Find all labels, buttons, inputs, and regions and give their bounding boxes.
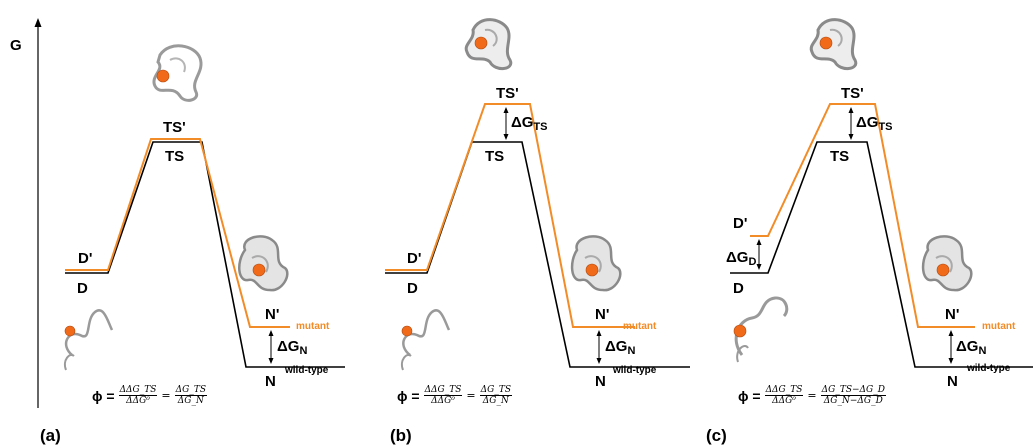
denatured-protein-icon — [64, 309, 114, 371]
label-wild-type: wild-type — [613, 365, 657, 376]
panel-b-curves — [385, 18, 690, 371]
label-d: D — [77, 280, 88, 297]
label-d: D — [407, 280, 418, 297]
ts-protein-icon — [809, 18, 858, 70]
label-n-prime: N' — [595, 306, 610, 323]
label-mutant: mutant — [296, 321, 330, 332]
phi-formula: ϕ = ΔΔG_TS ΔΔG⁰ = ΔG_TS−ΔG_D ΔG_N−ΔG_D — [738, 385, 886, 407]
label-mutant: mutant — [623, 321, 657, 332]
label-n: N — [265, 373, 276, 390]
denatured-protein-icon — [733, 296, 789, 363]
label-n-prime: N' — [265, 306, 280, 323]
label-delta-g-n: ΔGN — [605, 338, 636, 357]
panel-c-curves — [730, 18, 1033, 368]
panel-label-c: (c) — [706, 426, 727, 445]
label-delta-g-ts: ΔGTS — [856, 114, 893, 133]
panel-label-a: (a) — [40, 426, 61, 445]
label-mutant: mutant — [982, 321, 1016, 332]
label-d: D — [733, 280, 744, 297]
label-ts-prime: TS' — [163, 119, 186, 136]
label-ts-prime: TS' — [496, 85, 519, 102]
label-d-prime: D' — [78, 250, 93, 267]
ts-protein-icon — [152, 44, 203, 102]
native-protein-icon — [570, 235, 622, 292]
label-n: N — [595, 373, 606, 390]
panel-label-b: (b) — [390, 426, 412, 445]
ts-protein-icon — [464, 18, 513, 70]
label-n: N — [947, 373, 958, 390]
native-protein-icon — [921, 235, 973, 292]
label-wild-type: wild-type — [285, 365, 329, 376]
label-d-prime: D' — [733, 215, 748, 232]
label-ts: TS — [830, 148, 850, 165]
phi-formula: ϕ = ΔΔG_TS ΔΔG⁰ = ΔG_TS ΔG_N — [397, 385, 512, 407]
label-delta-g-n: ΔGN — [956, 338, 987, 357]
panel-b: D' D TS' TS N' N mutant wild-type ΔGTS Δ… — [345, 0, 690, 446]
label-ts: TS — [485, 148, 505, 165]
panel-a-curves — [64, 44, 345, 371]
label-delta-g-d: ΔGD — [726, 249, 757, 268]
label-ts-prime: TS' — [841, 85, 864, 102]
panel-c: D' D ΔGD TS' TS N' N mutant wild-type ΔG… — [690, 0, 1033, 446]
phi-formula: ϕ = ΔΔG_TS ΔΔG⁰ = ΔG_TS ΔG_N — [92, 385, 207, 407]
denatured-protein-icon — [401, 309, 451, 371]
label-n-prime: N' — [945, 306, 960, 323]
label-wild-type: wild-type — [967, 363, 1011, 374]
label-delta-g-n: ΔGN — [277, 338, 308, 357]
native-protein-icon — [238, 235, 289, 292]
label-delta-g-ts: ΔGTS — [511, 114, 548, 133]
label-d-prime: D' — [407, 250, 422, 267]
label-ts: TS — [165, 148, 185, 165]
axis-label-g: G — [10, 37, 22, 54]
panel-a: D' D TS' TS N' N mutant wild-type ΔGN ϕ … — [0, 0, 345, 446]
